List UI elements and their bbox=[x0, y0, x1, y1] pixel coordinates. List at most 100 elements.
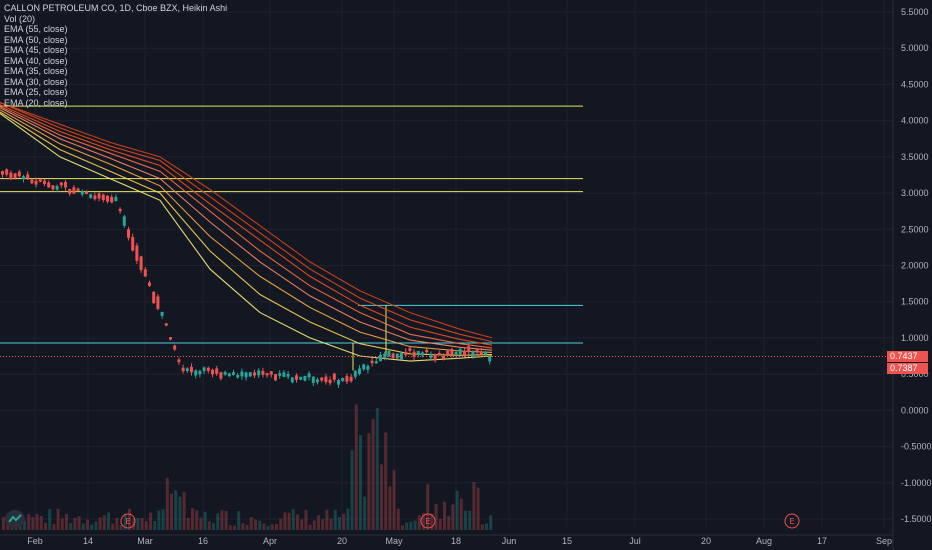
volume-bar bbox=[249, 517, 253, 530]
volume-bar bbox=[434, 503, 438, 530]
ema-line bbox=[0, 107, 493, 351]
candle-body bbox=[421, 352, 424, 356]
candle-body bbox=[387, 350, 391, 357]
candle-body bbox=[484, 351, 487, 355]
x-tick-label: Jun bbox=[502, 536, 517, 546]
candle-body bbox=[437, 352, 441, 356]
candle-body bbox=[169, 337, 172, 340]
candle-body bbox=[89, 194, 93, 198]
candle-body bbox=[362, 364, 366, 370]
candle-body bbox=[366, 365, 370, 370]
indicator-ema-30[interactable]: EMA (30, close) bbox=[4, 76, 68, 87]
volume-bar bbox=[90, 524, 94, 530]
indicator-ema-50[interactable]: EMA (50, close) bbox=[4, 34, 68, 45]
earnings-marker-label: E bbox=[789, 517, 794, 526]
candle-body bbox=[236, 374, 240, 378]
indicator-ema-35[interactable]: EMA (35, close) bbox=[4, 66, 68, 76]
candle-body bbox=[408, 348, 412, 351]
candle-body bbox=[139, 256, 143, 270]
volume-bar bbox=[254, 519, 257, 530]
tradingview-logo-icon[interactable] bbox=[5, 510, 25, 528]
volume-bar bbox=[392, 470, 396, 530]
candle-body bbox=[488, 356, 492, 362]
candle-body bbox=[64, 181, 67, 188]
symbol-title: CALLON PETROLEUM CO, 1D, Cboe BZX, Heiki… bbox=[4, 3, 228, 13]
candle-body bbox=[358, 368, 361, 375]
candle-body bbox=[404, 351, 408, 356]
volume-bar bbox=[216, 513, 220, 530]
volume-bar bbox=[262, 523, 266, 530]
volume-bar bbox=[459, 498, 463, 530]
volume-bar bbox=[207, 521, 211, 530]
volume-bar bbox=[35, 513, 39, 530]
volume-bar bbox=[346, 508, 350, 530]
volume-bar bbox=[115, 517, 119, 530]
indicator-ema-25[interactable]: EMA (25, close) bbox=[4, 87, 68, 97]
volume-bar bbox=[409, 521, 413, 530]
volume-bar bbox=[140, 517, 144, 530]
indicator-ema-55[interactable]: EMA (55, close) bbox=[4, 24, 68, 34]
indicator-ema-40[interactable]: EMA (40, close) bbox=[4, 55, 68, 66]
candle-body bbox=[122, 216, 126, 226]
last-price-label: 0.7437 bbox=[887, 351, 928, 362]
volume-bar bbox=[65, 513, 68, 530]
candle-body bbox=[30, 179, 34, 184]
y-tick-label: 1.5000 bbox=[901, 297, 929, 307]
candle-body bbox=[227, 373, 231, 377]
candle-body bbox=[416, 351, 420, 355]
volume-bar bbox=[451, 504, 455, 530]
indicator-ema-45[interactable]: EMA (45, close) bbox=[4, 45, 68, 55]
earnings-marker-label: E bbox=[125, 517, 130, 526]
candle-body bbox=[400, 352, 403, 360]
candle-body bbox=[135, 245, 139, 261]
volume-bar bbox=[119, 525, 123, 530]
volume-bar bbox=[245, 525, 249, 530]
y-tick-label: 1.0000 bbox=[901, 333, 929, 343]
candle-body bbox=[206, 367, 210, 371]
volume-bar bbox=[468, 510, 472, 530]
volume-bar bbox=[342, 513, 346, 530]
candle-body bbox=[219, 372, 223, 379]
volume-bar bbox=[132, 518, 136, 530]
candle-body bbox=[80, 191, 84, 195]
candle-body bbox=[59, 182, 63, 186]
candle-body bbox=[148, 282, 151, 287]
volume-bar bbox=[182, 492, 186, 530]
x-tick-label: Feb bbox=[27, 536, 43, 546]
volume-bar bbox=[60, 518, 64, 530]
volume-bar bbox=[375, 407, 379, 530]
ema-line bbox=[0, 104, 493, 346]
volume-bar bbox=[128, 508, 131, 530]
candle-body bbox=[198, 370, 202, 375]
candle-body bbox=[311, 376, 315, 383]
x-tick-label: 14 bbox=[83, 536, 93, 546]
volume-bar bbox=[220, 510, 224, 530]
volume-bar bbox=[464, 510, 467, 530]
indicator-vol[interactable]: Vol (20) bbox=[4, 13, 36, 24]
earnings-marker bbox=[120, 513, 136, 529]
candle-body bbox=[72, 187, 76, 194]
volume-bar bbox=[237, 511, 241, 530]
volume-bar bbox=[485, 523, 488, 530]
volume-bar bbox=[359, 435, 362, 530]
volume-bar bbox=[388, 486, 392, 530]
y-tick-label: 0.0000 bbox=[901, 405, 929, 415]
candle-body bbox=[332, 373, 336, 380]
volume-bar bbox=[325, 509, 329, 530]
candle-body bbox=[93, 195, 97, 200]
volume-bar bbox=[405, 522, 409, 530]
candle-body bbox=[479, 351, 483, 355]
ema-line bbox=[0, 105, 493, 349]
x-tick-label: 18 bbox=[451, 536, 461, 546]
indicator-ema-20[interactable]: EMA (20, close) bbox=[4, 97, 68, 108]
candle-body bbox=[446, 350, 450, 355]
candle-body bbox=[274, 374, 277, 381]
candle-body bbox=[244, 372, 248, 378]
candle-body bbox=[412, 351, 416, 357]
volume-bar bbox=[296, 514, 299, 530]
volume-bar bbox=[476, 487, 480, 530]
volume-bar bbox=[308, 524, 312, 530]
volume-bar bbox=[413, 520, 417, 530]
volume-bar bbox=[350, 450, 354, 530]
